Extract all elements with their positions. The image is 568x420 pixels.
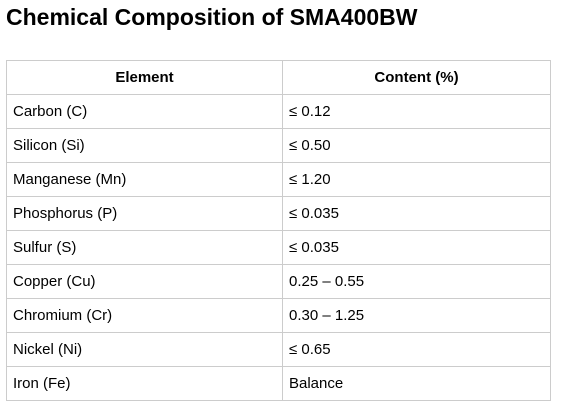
- column-header-content: Content (%): [282, 60, 551, 95]
- table-row: Silicon (Si) ≤ 0.50: [6, 128, 551, 163]
- table-row: Carbon (C) ≤ 0.12: [6, 94, 551, 129]
- element-cell: Manganese (Mn): [6, 162, 283, 197]
- column-header-element: Element: [6, 60, 283, 95]
- element-cell: Copper (Cu): [6, 264, 283, 299]
- element-cell: Chromium (Cr): [6, 298, 283, 333]
- page-title: Chemical Composition of SMA400BW: [6, 4, 418, 30]
- content-cell: 0.25 – 0.55: [282, 264, 551, 299]
- element-cell: Sulfur (S): [6, 230, 283, 265]
- element-cell: Iron (Fe): [6, 366, 283, 401]
- composition-table: Element Content (%) Carbon (C) ≤ 0.12 Si…: [6, 60, 551, 401]
- table-row: Chromium (Cr) 0.30 – 1.25: [6, 298, 551, 333]
- table-row: Iron (Fe) Balance: [6, 366, 551, 401]
- table-row: Nickel (Ni) ≤ 0.65: [6, 332, 551, 367]
- table-header-row: Element Content (%): [6, 60, 551, 95]
- table-row: Manganese (Mn) ≤ 1.20: [6, 162, 551, 197]
- content-cell: ≤ 0.65: [282, 332, 551, 367]
- content-cell: Balance: [282, 366, 551, 401]
- element-cell: Phosphorus (P): [6, 196, 283, 231]
- element-cell: Nickel (Ni): [6, 332, 283, 367]
- composition-table-container: Element Content (%) Carbon (C) ≤ 0.12 Si…: [6, 60, 551, 401]
- element-cell: Carbon (C): [6, 94, 283, 129]
- content-cell: 0.30 – 1.25: [282, 298, 551, 333]
- element-cell: Silicon (Si): [6, 128, 283, 163]
- content-cell: ≤ 0.035: [282, 230, 551, 265]
- content-cell: ≤ 1.20: [282, 162, 551, 197]
- table-row: Sulfur (S) ≤ 0.035: [6, 230, 551, 265]
- content-cell: ≤ 0.035: [282, 196, 551, 231]
- table-row: Copper (Cu) 0.25 – 0.55: [6, 264, 551, 299]
- content-cell: ≤ 0.50: [282, 128, 551, 163]
- content-cell: ≤ 0.12: [282, 94, 551, 129]
- table-row: Phosphorus (P) ≤ 0.035: [6, 196, 551, 231]
